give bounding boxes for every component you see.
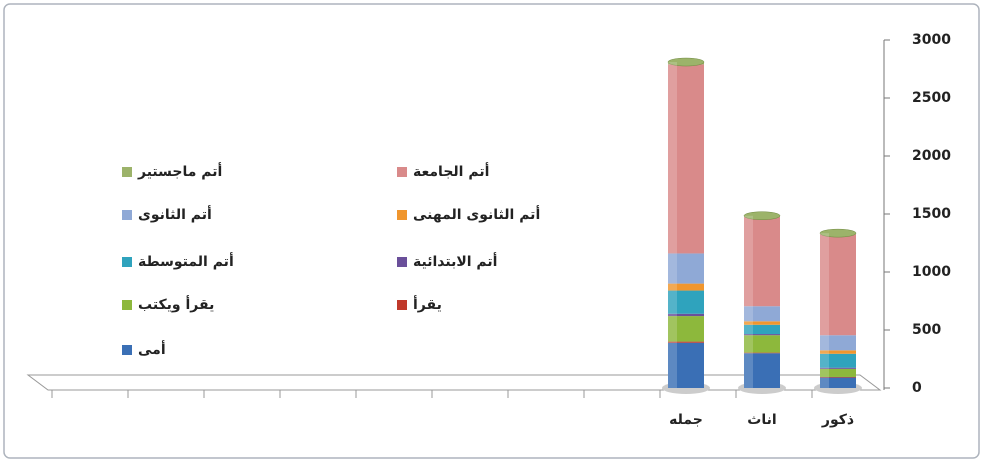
bar-segment	[744, 321, 780, 325]
legend-label: يقرأ	[413, 295, 442, 313]
x-tick-label: ذكور	[821, 412, 854, 428]
legend-label: أتم الثانوى المهنى	[413, 205, 540, 223]
y-tick-label: 1500	[912, 206, 951, 222]
bar-segment	[820, 368, 856, 377]
bar-segment	[668, 283, 704, 291]
bar-segment	[820, 335, 856, 351]
x-tick-label: اناث	[747, 412, 776, 428]
y-tick-label: 500	[912, 322, 941, 338]
legend-swatch	[397, 167, 407, 177]
bar-segment	[820, 234, 856, 336]
bar-segment	[820, 367, 856, 369]
frame	[3, 3, 980, 459]
legend-swatch	[397, 257, 407, 267]
y-tick-label: 3000	[912, 32, 951, 48]
bar-segment	[820, 376, 856, 378]
legend-label: أتم ماجستير	[137, 162, 222, 180]
bar-segment	[744, 334, 780, 336]
y-tick-label: 0	[912, 380, 922, 396]
bar-segment	[744, 353, 780, 388]
legend-label: أتم المتوسطة	[138, 252, 234, 270]
legend-swatch	[122, 345, 132, 355]
bar-segment	[820, 353, 856, 368]
legend-label: أمى	[138, 340, 166, 358]
legend-label: أتم الابتدائية	[413, 252, 497, 270]
bar-top	[743, 211, 781, 220]
bar-segment	[668, 253, 704, 284]
bar-segment	[820, 377, 856, 388]
y-tick-label: 2000	[912, 148, 951, 164]
bar-shade	[744, 215, 753, 388]
bar-segment	[744, 306, 780, 322]
bar-top	[667, 57, 705, 67]
legend-swatch	[122, 300, 132, 310]
legend-label: أتم الثانوى	[138, 205, 212, 223]
bar-segment	[744, 324, 780, 335]
y-tick-label: 1000	[912, 264, 951, 280]
bar-top	[819, 228, 857, 238]
bar-segment	[744, 216, 780, 307]
legend-swatch	[122, 210, 132, 220]
bar-segment	[820, 350, 856, 354]
bar-shade	[820, 233, 829, 388]
bar-segment	[668, 313, 704, 317]
bar-segment	[744, 352, 780, 354]
bar-segment	[744, 335, 780, 353]
bar-segment	[668, 341, 704, 343]
bar-segment	[668, 64, 704, 254]
legend-swatch	[122, 167, 132, 177]
legend-label: يقرأ ويكتب	[138, 295, 214, 313]
y-tick-label: 2500	[912, 90, 951, 106]
x-tick-label: جمله	[669, 412, 703, 428]
legend-swatch	[122, 257, 132, 267]
legend-label: أتم الجامعة	[413, 162, 489, 180]
bar-segment	[668, 316, 704, 342]
bar-segment	[668, 290, 704, 314]
bar-segment	[668, 342, 704, 388]
bar-shade	[668, 62, 677, 388]
legend-swatch	[397, 210, 407, 220]
legend-swatch	[397, 300, 407, 310]
